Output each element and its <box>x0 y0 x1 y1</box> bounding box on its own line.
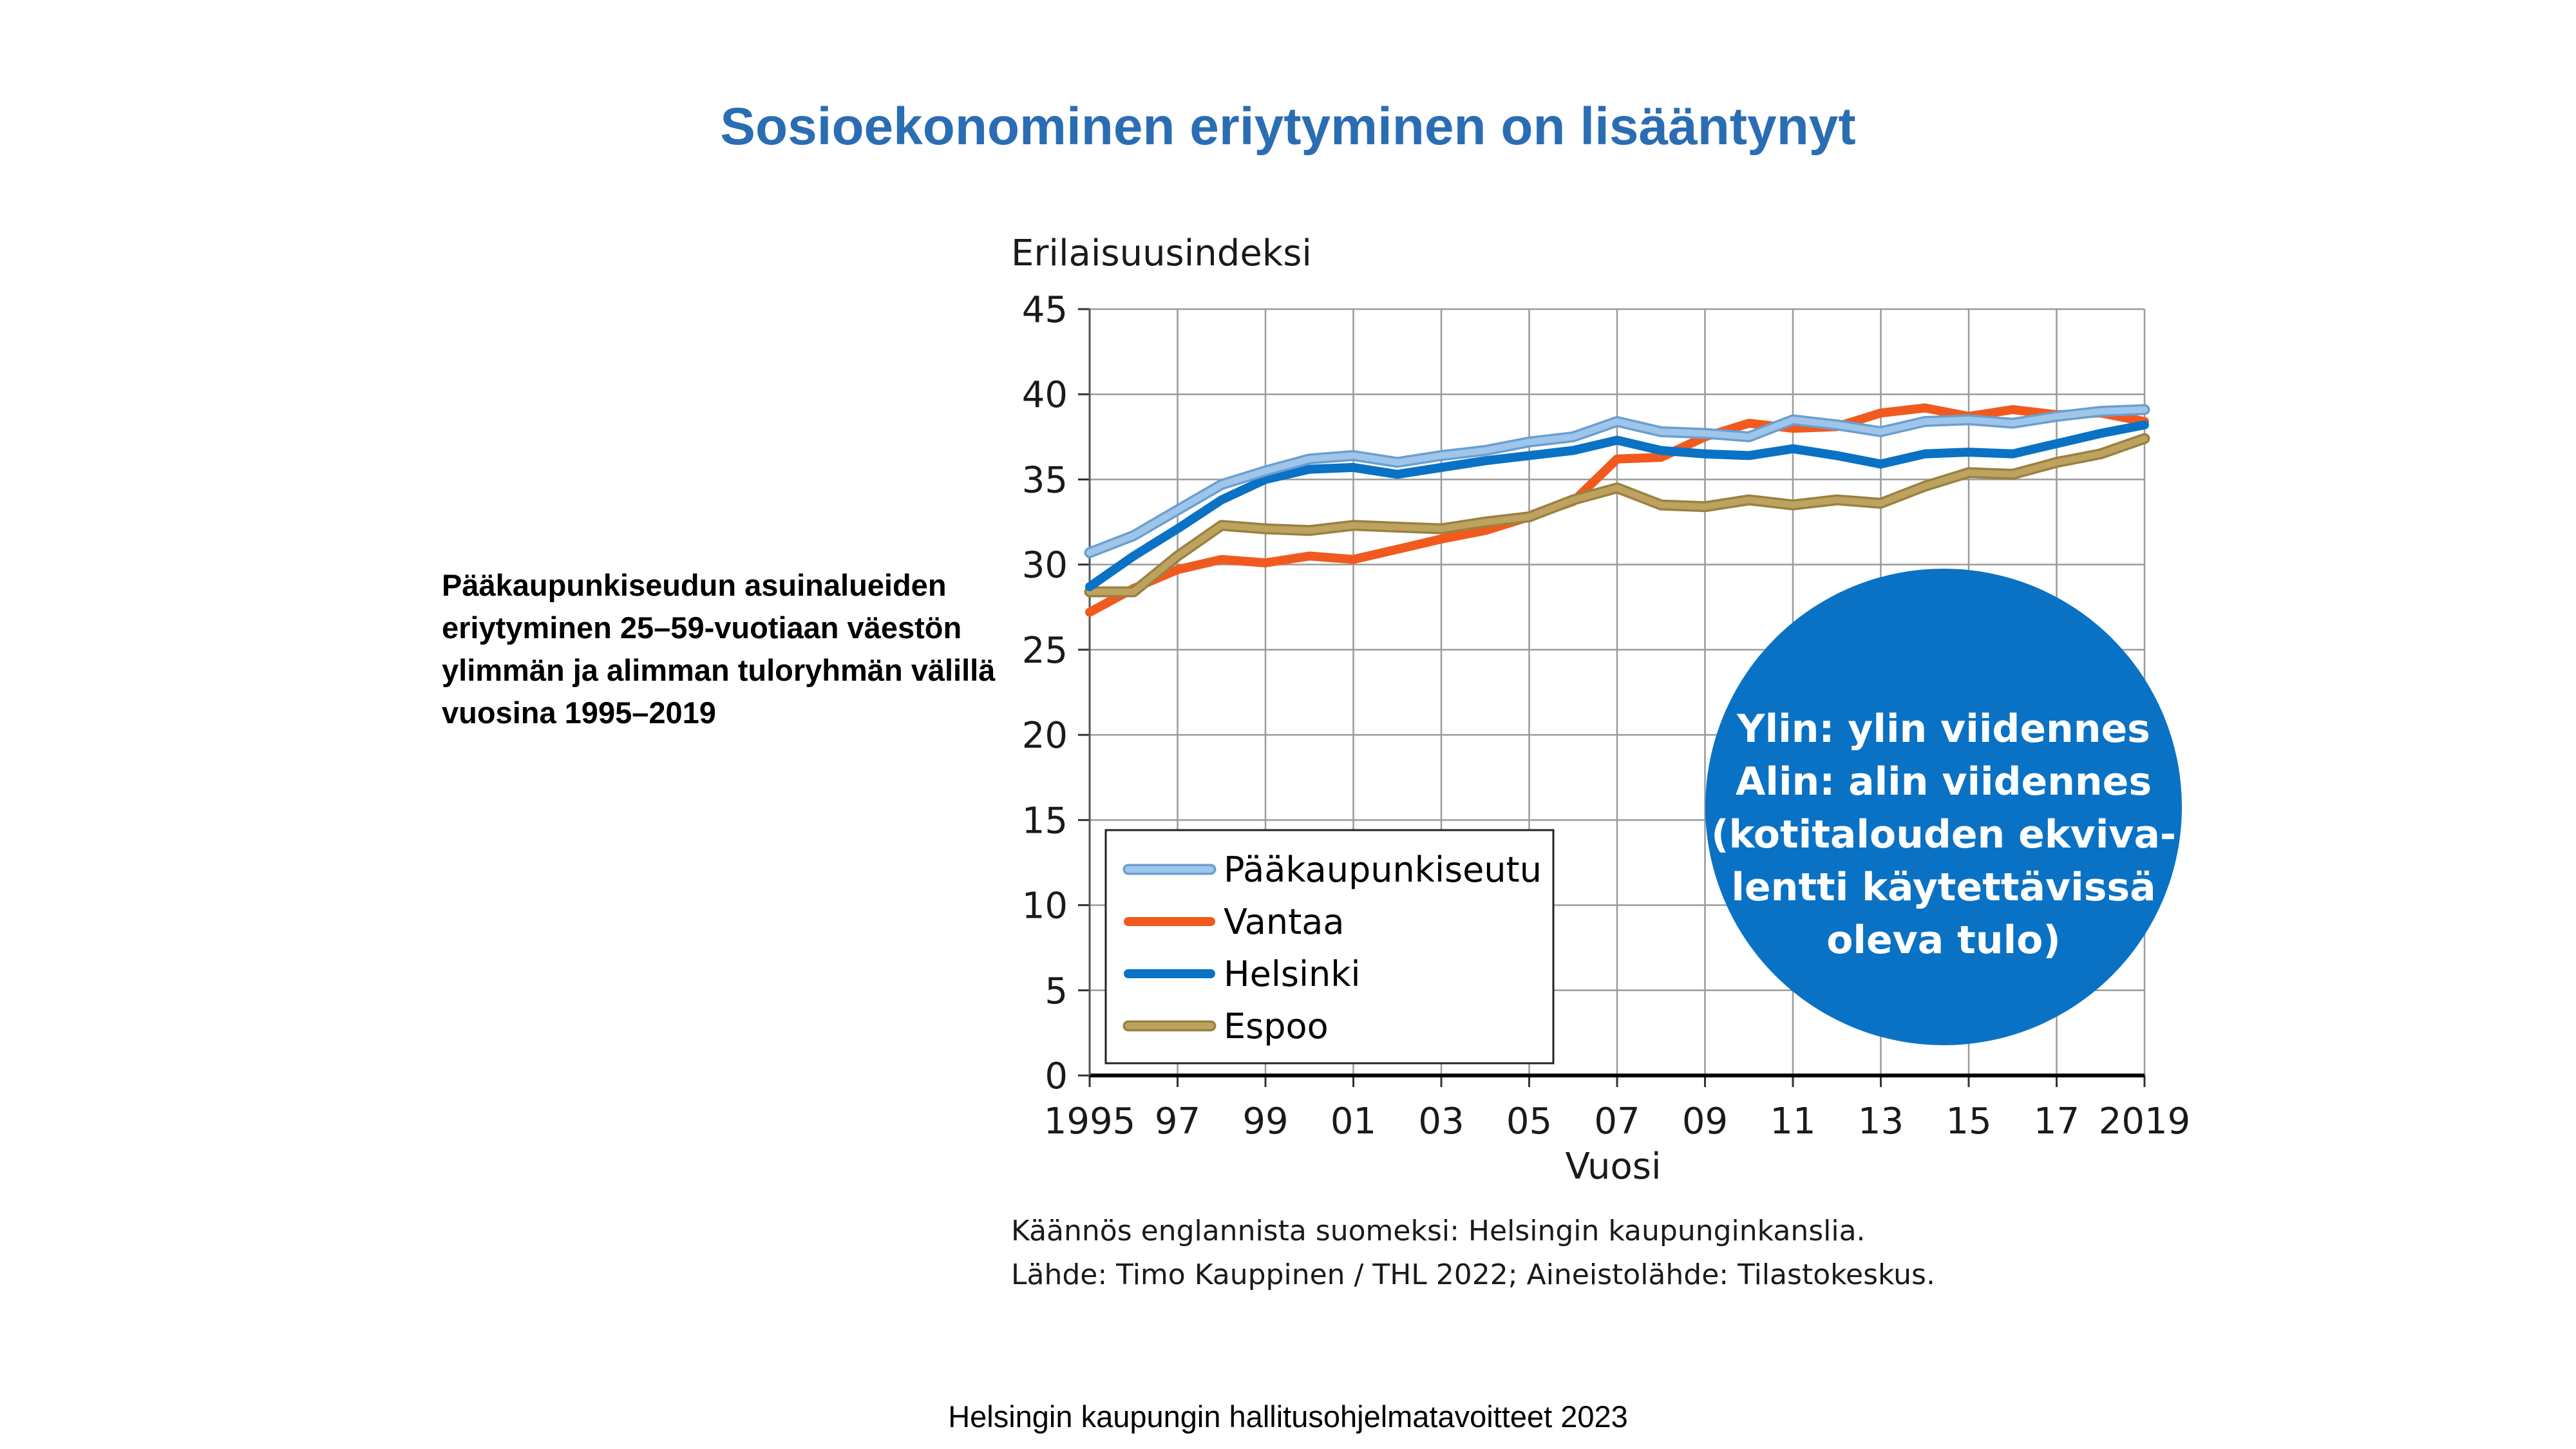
info-bubble-circle <box>1705 569 2182 1045</box>
y-axis-label: Erilaisuusindeksi <box>1011 232 1312 274</box>
legend-label-helsinki: Helsinki <box>1224 954 1360 994</box>
y-tick-label: 10 <box>1022 886 1068 927</box>
x-tick-label: 97 <box>1155 1101 1200 1142</box>
y-tick-label: 30 <box>1022 545 1068 587</box>
info-bubble-line-1: Ylin: ylin viidennes <box>1736 706 2150 752</box>
y-tick-label: 45 <box>1022 289 1068 331</box>
y-tick-label: 15 <box>1022 800 1068 842</box>
x-tick-label: 05 <box>1506 1101 1552 1142</box>
x-tick-label: 1995 <box>1044 1101 1136 1142</box>
x-tick-label: 03 <box>1418 1101 1464 1142</box>
y-tick-label: 40 <box>1022 374 1068 416</box>
x-tick-label: 07 <box>1594 1101 1640 1142</box>
y-tick-label: 5 <box>1045 971 1068 1012</box>
x-tick-label: 09 <box>1682 1101 1728 1142</box>
x-tick-label: 11 <box>1770 1101 1815 1142</box>
x-tick-label: 17 <box>2034 1101 2079 1142</box>
y-tick-label: 35 <box>1022 459 1068 501</box>
y-tick-label: 25 <box>1022 630 1068 672</box>
y-tick-label: 0 <box>1045 1056 1068 1097</box>
x-tick-label: 13 <box>1858 1101 1904 1142</box>
x-axis-label: Vuosi <box>1566 1146 1662 1188</box>
info-bubble-line-5: oleva tulo) <box>1826 918 2061 963</box>
legend-label-p-kaupunkiseutu: Pääkaupunkiseutu <box>1224 849 1542 890</box>
info-bubble-line-4: lentti käytettävissä <box>1731 865 2155 910</box>
info-bubble-line-2: Alin: alin viidennes <box>1736 759 2152 804</box>
series-line-helsinki <box>1085 420 2149 591</box>
series-line-p-kaupunkiseutu <box>1086 406 2148 556</box>
footer: Helsingin kaupungin hallitusohjelmatavoi… <box>948 1399 1628 1434</box>
x-tick-label: 15 <box>1946 1101 1991 1142</box>
source-line-1: Käännös englannista suomeksi: Helsingin … <box>1011 1215 1866 1247</box>
x-tick-label: 99 <box>1242 1101 1288 1142</box>
page-title: Sosioekonominen eriytyminen on lisääntyn… <box>720 97 1856 156</box>
info-bubble: Ylin: ylin viidennes Alin: alin viidenne… <box>1705 569 2182 1045</box>
x-tick-label: 2019 <box>2099 1101 2191 1142</box>
legend-label-vantaa: Vantaa <box>1224 902 1344 942</box>
legend: Pääkaupunkiseutu Vantaa Helsinki Espoo <box>1104 829 1555 1065</box>
x-tick-label: 01 <box>1331 1101 1376 1142</box>
source-line-2: Lähde: Timo Kauppinen / THL 2022; Aineis… <box>1011 1258 1935 1291</box>
chart-series <box>1084 403 2150 617</box>
legend-label-espoo: Espoo <box>1224 1006 1329 1046</box>
chart-axes <box>1078 308 2146 1087</box>
info-bubble-line-3: (kotitalouden ekviva- <box>1711 812 2176 857</box>
chart-description: Pääkaupunkiseudun asuinalueiden eriytymi… <box>442 568 996 730</box>
y-tick-label: 20 <box>1022 715 1068 757</box>
series-line-espoo <box>1086 435 2148 595</box>
